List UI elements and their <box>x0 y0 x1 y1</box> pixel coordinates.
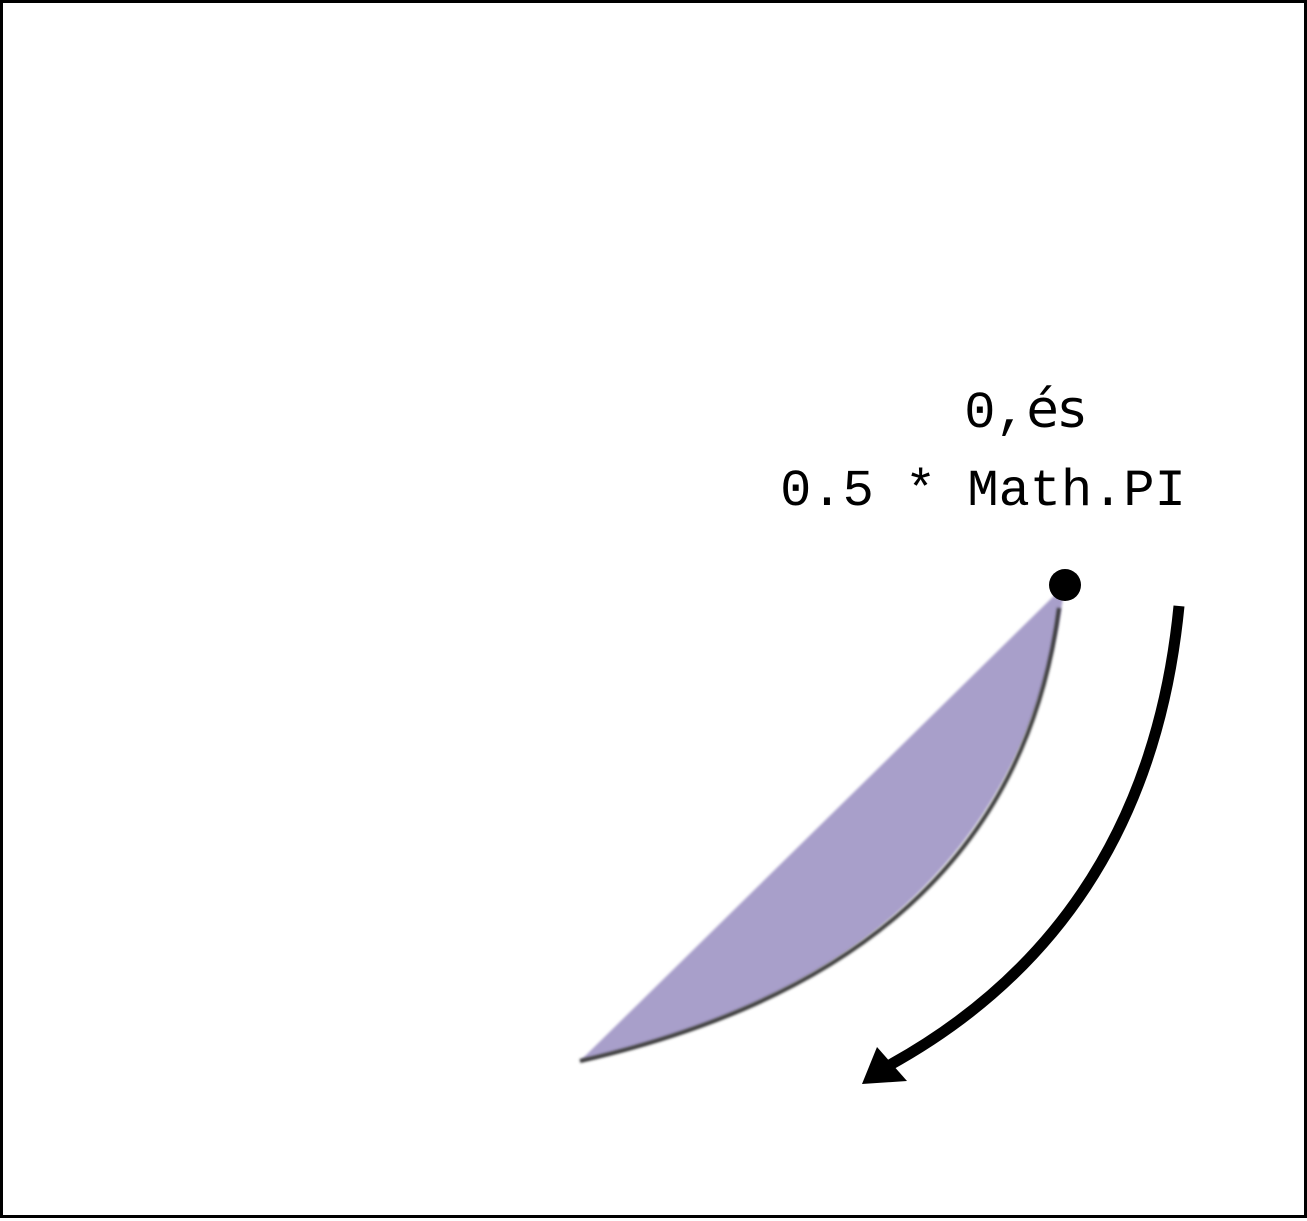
direction-arrowhead <box>862 1047 907 1084</box>
arc-curve-edge <box>579 607 1061 1063</box>
arc-diagram: 0,és 0.5 * Math.PI <box>579 380 1186 1084</box>
end-angle-label: 0.5 * Math.PI <box>780 462 1186 521</box>
start-angle-label: 0,és <box>964 380 1086 443</box>
start-point-marker <box>1049 569 1081 601</box>
start-angle-number: 0, <box>964 384 1026 443</box>
arc-segment-fill <box>580 585 1065 1061</box>
start-angle-word: és <box>1027 380 1086 440</box>
direction-arrow-shaft <box>885 605 1185 1071</box>
